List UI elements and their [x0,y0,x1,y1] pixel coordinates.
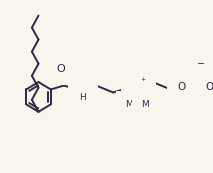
Text: N: N [79,86,87,97]
Text: O: O [191,63,200,73]
Text: −: − [197,59,205,69]
Text: O: O [57,64,66,74]
Text: M: M [125,100,133,109]
Text: H: H [79,93,86,102]
Text: O: O [177,83,185,93]
Text: N: N [132,83,141,93]
Text: O: O [205,83,213,93]
Text: M: M [141,100,149,109]
Text: ⁺: ⁺ [141,76,146,86]
Text: S: S [191,78,200,91]
